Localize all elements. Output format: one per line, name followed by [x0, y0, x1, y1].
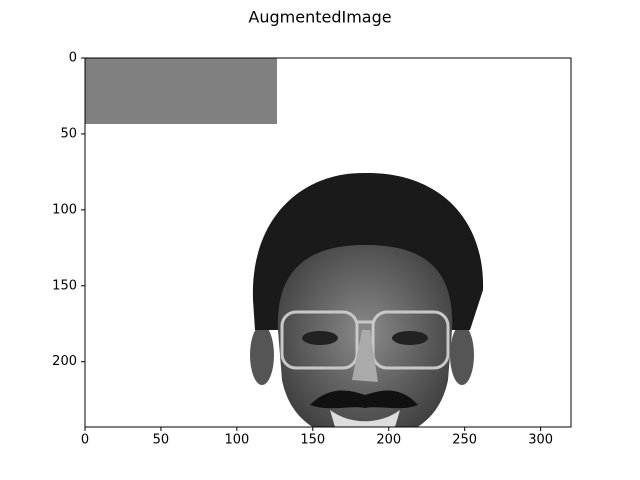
x-tick-label: 200 — [376, 433, 401, 448]
x-tick-label: 150 — [300, 433, 325, 448]
y-tick-label: 50 — [60, 126, 77, 141]
x-tick-label: 50 — [153, 433, 170, 448]
x-tick-label: 300 — [528, 433, 553, 448]
y-tick-label: 200 — [52, 354, 77, 369]
axes-frame — [84, 57, 572, 428]
y-tick-label: 0 — [69, 51, 77, 66]
chart-title: AugmentedImage — [248, 8, 391, 27]
image — [85, 58, 571, 427]
x-tick-label: 100 — [224, 433, 249, 448]
x-tick-label: 250 — [452, 433, 477, 448]
x-tick-label: 0 — [81, 433, 89, 448]
y-tick-label: 150 — [52, 278, 77, 293]
y-tick-label: 100 — [52, 202, 77, 217]
